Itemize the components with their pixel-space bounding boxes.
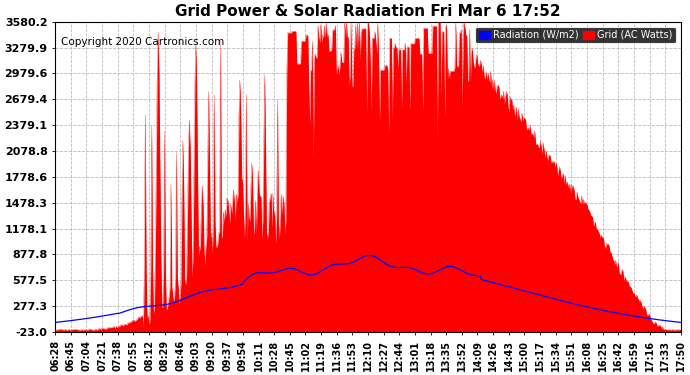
Title: Grid Power & Solar Radiation Fri Mar 6 17:52: Grid Power & Solar Radiation Fri Mar 6 1… xyxy=(175,4,561,19)
Text: Copyright 2020 Cartronics.com: Copyright 2020 Cartronics.com xyxy=(61,37,225,47)
Legend: Radiation (W/m2), Grid (AC Watts): Radiation (W/m2), Grid (AC Watts) xyxy=(475,27,676,44)
